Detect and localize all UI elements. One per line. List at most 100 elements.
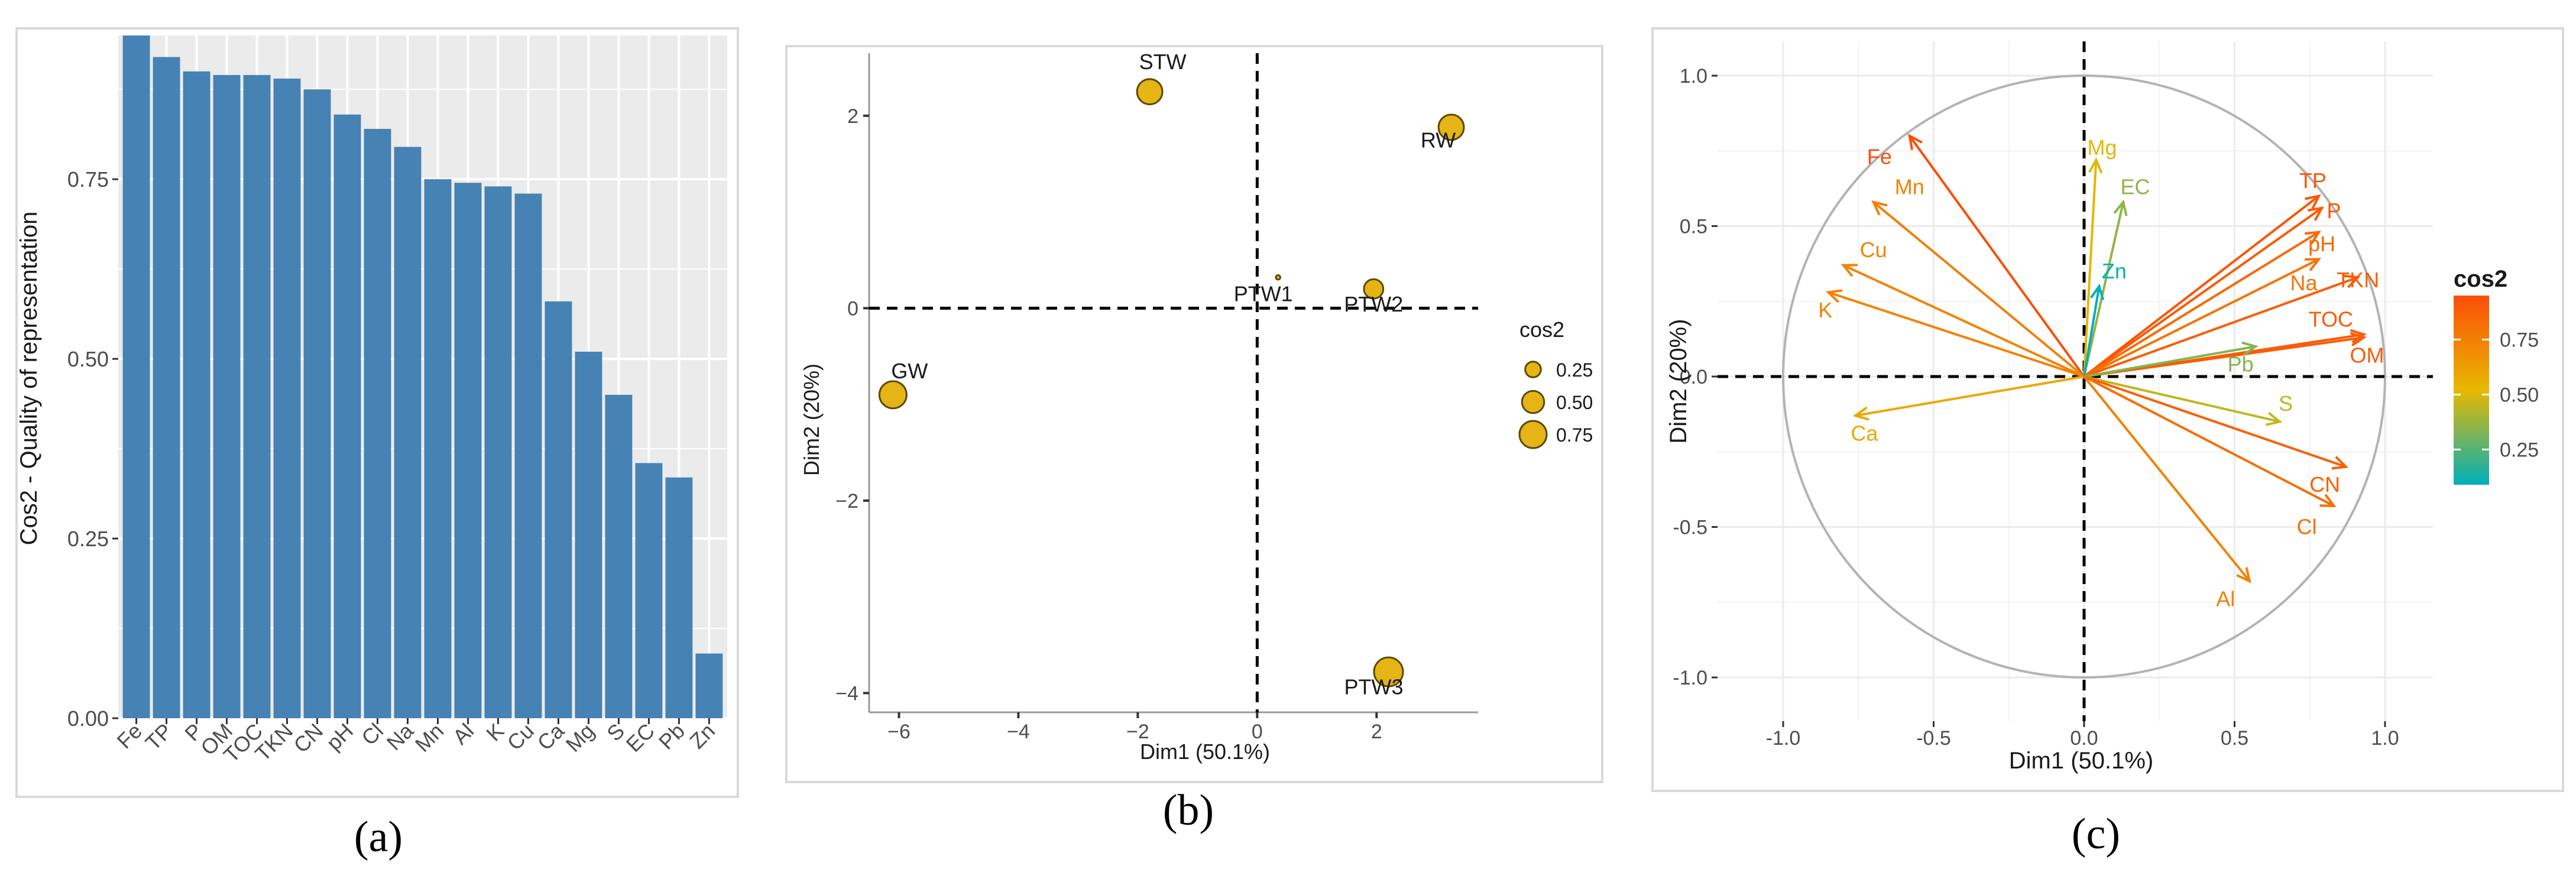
bar-Na (394, 147, 422, 718)
bar-Mg (575, 351, 602, 718)
point-label-STW: STW (1139, 50, 1187, 74)
point-label-PTW3: PTW3 (1344, 675, 1404, 699)
vector-label-P: P (2326, 199, 2341, 223)
bar-TKN (273, 78, 301, 718)
arrowhead-K (1825, 289, 1843, 303)
bar-Pb (665, 477, 693, 718)
arrowhead-Na (2304, 258, 2322, 271)
arrowhead-Cl (2319, 494, 2337, 507)
vector-P (2083, 207, 2323, 378)
y-tick-label: -1.0 (1673, 667, 1707, 689)
y-tick-label: 0 (847, 297, 858, 320)
x-tick-label: 0 (1252, 721, 1263, 743)
vector-S (2084, 375, 2280, 423)
legend-key (1521, 390, 1545, 414)
vector-label-TOC: TOC (2309, 307, 2353, 331)
x-tick-label: Fe (112, 719, 147, 754)
y-tick-label: 0.00 (67, 706, 109, 731)
arrowhead-S (2266, 411, 2283, 426)
x-tick-label: 0.5 (2221, 727, 2248, 750)
vector-Zn (2083, 286, 2101, 377)
vector-label-pH: pH (2308, 232, 2335, 256)
vector-Mg (2083, 160, 2098, 377)
bar-K (484, 186, 512, 718)
caption-a: (a) (354, 813, 403, 861)
y-tick-label: -0.5 (1673, 517, 1707, 539)
arrowhead-OM (2350, 332, 2367, 346)
point-PTW3 (1373, 656, 1404, 687)
x-tick-label: Mg (561, 719, 599, 757)
x-tick-label: −2 (1126, 721, 1149, 743)
x-tick-label: 0.0 (2070, 727, 2098, 750)
bar-TOC (243, 74, 271, 719)
arrowhead-Al (2236, 567, 2251, 583)
vector-label-Mg: Mg (2088, 135, 2117, 160)
bar-CN (303, 89, 331, 718)
vector-pH (2083, 231, 2320, 378)
vector-K (1827, 291, 2085, 378)
vector-EC (2083, 202, 2125, 377)
vector-label-Ca: Ca (1851, 421, 1878, 446)
x-tick-label: Cl (357, 719, 388, 750)
arrowhead-Ca (1852, 406, 1869, 421)
bar-Cu (514, 193, 542, 718)
y-tick-label: 0.50 (67, 347, 109, 371)
vector-label-Fe: Fe (1867, 144, 1892, 168)
vector-label-Pb: Pb (2228, 352, 2254, 377)
x-axis-label: Dim1 (50.1%) (2009, 748, 2154, 774)
y-tick-label: −4 (835, 682, 858, 705)
x-tick-label: 2 (1371, 721, 1382, 743)
point-PTW2 (1363, 278, 1385, 300)
x-tick-label: Mn (410, 719, 448, 757)
x-tick-label: Pb (654, 719, 689, 754)
legend-title: cos2 (1519, 317, 1564, 342)
vector-Mn (1872, 201, 2085, 378)
arrowhead-P (2308, 206, 2324, 221)
bar-P (183, 71, 210, 719)
legend-label: 0.25 (1556, 359, 1593, 381)
y-tick-label: 0.5 (1680, 216, 1707, 238)
arrowhead-TP (2305, 194, 2321, 209)
x-tick-label: 1.0 (2371, 727, 2399, 750)
vector-Al (2083, 375, 2251, 582)
y-tick-label: 0.25 (67, 527, 109, 551)
x-tick-label: Zn (685, 719, 720, 754)
x-tick-label: −4 (1007, 721, 1030, 743)
vector-Pb (2084, 345, 2256, 378)
vector-Cl (2084, 375, 2335, 507)
arrowhead-Pb (2241, 341, 2259, 356)
y-tick-label: 1.0 (1680, 65, 1707, 87)
arrowhead-TOC (2350, 329, 2367, 343)
bar-EC (635, 463, 663, 718)
arrowhead-Zn (2089, 283, 2105, 300)
bar-S (605, 394, 633, 718)
legend-label: 0.75 (1556, 424, 1593, 446)
vector-Cu (1842, 264, 2085, 378)
y-tick-label: 0.0 (1680, 366, 1707, 388)
x-tick-label: −6 (887, 721, 910, 743)
correlation-circle (1782, 74, 2386, 679)
x-tick-label: K (481, 719, 508, 746)
legend-key (1518, 420, 1548, 449)
bar-TP (153, 57, 180, 719)
caption-b: (b) (1163, 786, 1214, 835)
x-tick-label: TP (141, 719, 177, 755)
vector-CN (2084, 375, 2347, 468)
bar-Fe (122, 35, 150, 718)
colorbar-label: 0.25 (2500, 439, 2539, 461)
vector-label-EC: EC (2121, 174, 2150, 199)
y-tick-label: 2 (847, 105, 858, 128)
point-PTW1 (1275, 274, 1281, 281)
colorbar-label: 0.75 (2500, 329, 2539, 351)
bar-Mn (424, 179, 452, 718)
y-axis-label: Dim2 (20%) (1666, 319, 1692, 443)
bar-pH (333, 114, 361, 719)
vector-label-TP: TP (2299, 168, 2326, 193)
x-tick-label: -1.0 (1766, 727, 1801, 750)
arrowhead-Cu (1841, 264, 1858, 277)
x-tick-label: EC (621, 719, 659, 757)
legend-label: 0.50 (1556, 392, 1593, 413)
point-label-PTW1: PTW1 (1234, 281, 1293, 306)
